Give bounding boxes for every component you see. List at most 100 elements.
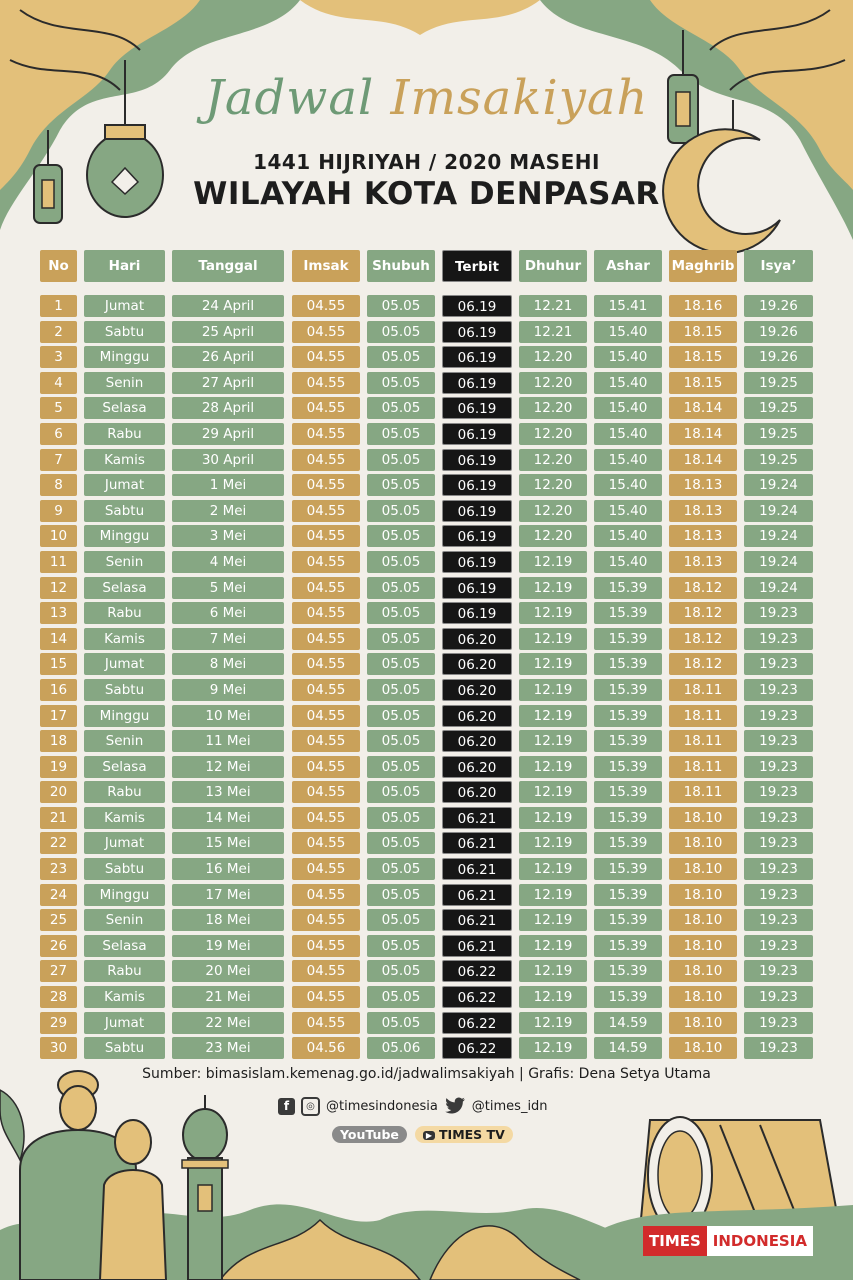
cell-ashar: 15.39 bbox=[594, 832, 662, 855]
cell-ashar: 15.39 bbox=[594, 858, 662, 881]
cell-shubuh: 05.05 bbox=[367, 499, 435, 522]
cell-dhuhur: 12.20 bbox=[519, 525, 587, 548]
cell-tanggal: 18 Mei bbox=[172, 909, 284, 932]
table-row: 28 Kamis 21 Mei 04.55 05.05 06.22 12.19 15.39 18… bbox=[40, 985, 815, 1011]
header-terbit: Terbit bbox=[442, 250, 512, 282]
cell-tanggal: 20 Mei bbox=[172, 960, 284, 983]
twitter-handle[interactable]: @times_idn bbox=[471, 1098, 548, 1114]
cell-tanggal: 15 Mei bbox=[172, 832, 284, 855]
cell-ashar: 15.39 bbox=[594, 909, 662, 932]
cell-dhuhur: 12.19 bbox=[519, 858, 587, 881]
cell-imsak: 04.56 bbox=[292, 1037, 360, 1060]
cell-shubuh: 05.05 bbox=[367, 550, 435, 573]
table-row: 4 Senin 27 April 04.55 05.05 06.19 12.20 15.40 1… bbox=[40, 371, 815, 397]
cell-shubuh: 05.05 bbox=[367, 1011, 435, 1034]
cell-no: 19 bbox=[40, 755, 77, 778]
cell-isya: 19.23 bbox=[744, 883, 813, 906]
header-shubuh: Shubuh bbox=[367, 250, 435, 282]
cell-terbit: 06.21 bbox=[442, 832, 512, 855]
cell-ashar: 15.39 bbox=[594, 806, 662, 829]
facebook-icon[interactable]: f bbox=[278, 1097, 295, 1115]
cell-maghrib: 18.15 bbox=[669, 371, 737, 394]
top-right-swirl-ornament bbox=[540, 0, 853, 240]
top-center-ornament bbox=[300, 0, 540, 35]
cell-imsak: 04.55 bbox=[292, 986, 360, 1009]
instagram-icon[interactable]: ◎ bbox=[301, 1096, 320, 1116]
cell-terbit: 06.19 bbox=[442, 474, 512, 497]
cell-hari: Selasa bbox=[84, 934, 165, 957]
title-word-2: Imsakiyah bbox=[390, 70, 649, 126]
logo-indonesia-text: INDONESIA bbox=[706, 1226, 813, 1256]
cell-maghrib: 18.13 bbox=[669, 474, 737, 497]
cell-shubuh: 05.05 bbox=[367, 678, 435, 701]
cell-isya: 19.25 bbox=[744, 397, 813, 420]
cell-terbit: 06.19 bbox=[442, 397, 512, 420]
crescent-moon-icon bbox=[662, 30, 781, 255]
cell-shubuh: 05.06 bbox=[367, 1037, 435, 1060]
cell-tanggal: 22 Mei bbox=[172, 1011, 284, 1034]
cell-hari: Minggu bbox=[84, 525, 165, 548]
cell-tanggal: 11 Mei bbox=[172, 730, 284, 753]
cell-dhuhur: 12.19 bbox=[519, 550, 587, 573]
cell-dhuhur: 12.19 bbox=[519, 986, 587, 1009]
cell-imsak: 04.55 bbox=[292, 730, 360, 753]
cell-ashar: 15.39 bbox=[594, 678, 662, 701]
cell-dhuhur: 12.19 bbox=[519, 1037, 587, 1060]
cell-maghrib: 18.11 bbox=[669, 678, 737, 701]
cell-hari: Kamis bbox=[84, 986, 165, 1009]
cell-shubuh: 05.05 bbox=[367, 781, 435, 804]
cell-isya: 19.26 bbox=[744, 346, 813, 369]
cell-hari: Senin bbox=[84, 371, 165, 394]
cell-hari: Jumat bbox=[84, 295, 165, 317]
cell-ashar: 15.39 bbox=[594, 576, 662, 599]
cell-ashar: 15.39 bbox=[594, 781, 662, 804]
cell-imsak: 04.55 bbox=[292, 909, 360, 932]
cell-dhuhur: 12.20 bbox=[519, 397, 587, 420]
cell-terbit: 06.19 bbox=[442, 346, 512, 369]
cell-no: 7 bbox=[40, 448, 77, 471]
cell-terbit: 06.22 bbox=[442, 986, 512, 1009]
cell-no: 29 bbox=[40, 1011, 77, 1034]
cell-no: 10 bbox=[40, 525, 77, 548]
cell-isya: 19.25 bbox=[744, 371, 813, 394]
cell-maghrib: 18.13 bbox=[669, 525, 737, 548]
cell-isya: 19.26 bbox=[744, 295, 813, 317]
youtube-button[interactable]: YouTube bbox=[332, 1126, 407, 1143]
cell-imsak: 04.55 bbox=[292, 934, 360, 957]
cell-imsak: 04.55 bbox=[292, 1011, 360, 1034]
cell-imsak: 04.55 bbox=[292, 806, 360, 829]
cell-dhuhur: 12.21 bbox=[519, 295, 587, 317]
table-row: 10 Minggu 3 Mei 04.55 05.05 06.19 12.20 15.40 18… bbox=[40, 524, 815, 550]
cell-dhuhur: 12.19 bbox=[519, 781, 587, 804]
cell-tanggal: 12 Mei bbox=[172, 755, 284, 778]
cell-terbit: 06.20 bbox=[442, 781, 512, 804]
cell-isya: 19.24 bbox=[744, 499, 813, 522]
cell-dhuhur: 12.19 bbox=[519, 909, 587, 932]
cell-no: 28 bbox=[40, 986, 77, 1009]
table-row: 22 Jumat 15 Mei 04.55 05.05 06.21 12.19 15.39 18… bbox=[40, 831, 815, 857]
table-row: 8 Jumat 1 Mei 04.55 05.05 06.19 12.20 15.40 18.1… bbox=[40, 473, 815, 499]
cell-ashar: 15.41 bbox=[594, 295, 662, 317]
cell-dhuhur: 12.20 bbox=[519, 422, 587, 445]
cell-tanggal: 26 April bbox=[172, 346, 284, 369]
times-tv-channel-link[interactable]: ▶ TIMES TV bbox=[414, 1126, 513, 1143]
cell-no: 20 bbox=[40, 781, 77, 804]
cell-imsak: 04.55 bbox=[292, 346, 360, 369]
table-row: 11 Senin 4 Mei 04.55 05.05 06.19 12.19 15.40 18.… bbox=[40, 550, 815, 576]
cell-tanggal: 21 Mei bbox=[172, 986, 284, 1009]
table-row: 29 Jumat 22 Mei 04.55 05.05 06.22 12.19 14.59 18… bbox=[40, 1011, 815, 1037]
cell-hari: Rabu bbox=[84, 960, 165, 983]
cell-maghrib: 18.10 bbox=[669, 858, 737, 881]
cell-terbit: 06.21 bbox=[442, 806, 512, 829]
cell-tanggal: 3 Mei bbox=[172, 525, 284, 548]
instagram-handle[interactable]: @timesindonesia bbox=[326, 1098, 438, 1114]
twitter-icon[interactable] bbox=[444, 1097, 466, 1115]
cell-terbit: 06.21 bbox=[442, 883, 512, 906]
cell-shubuh: 05.05 bbox=[367, 730, 435, 753]
cell-maghrib: 18.12 bbox=[669, 627, 737, 650]
cell-no: 8 bbox=[40, 474, 77, 497]
cell-shubuh: 05.05 bbox=[367, 448, 435, 471]
cell-imsak: 04.55 bbox=[292, 653, 360, 676]
cell-maghrib: 18.14 bbox=[669, 422, 737, 445]
youtube-icon: ▶ bbox=[422, 1131, 436, 1140]
